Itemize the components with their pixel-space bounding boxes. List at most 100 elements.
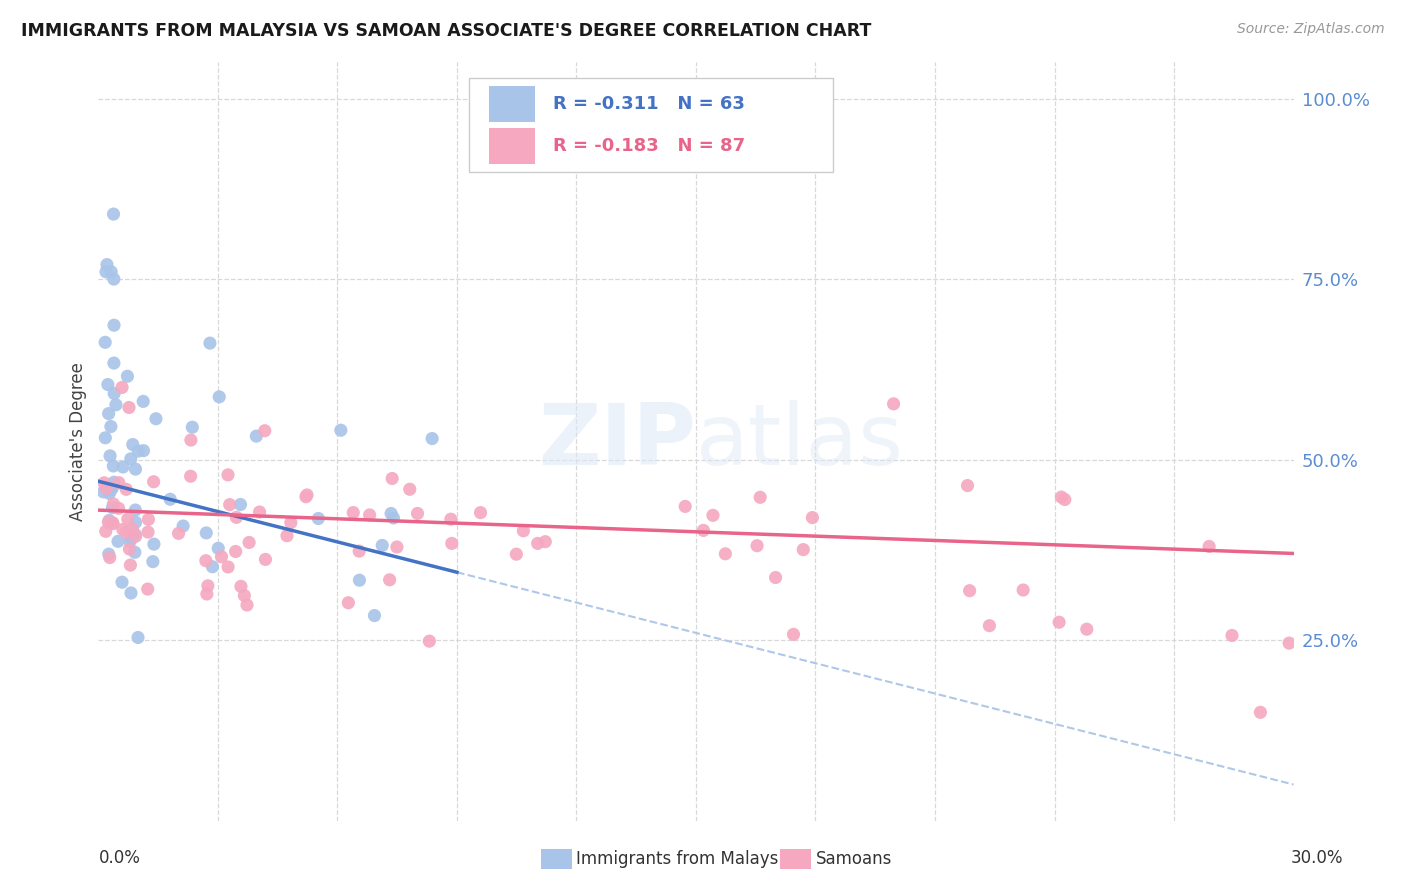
Point — [98, 550, 121, 565]
Point — [120, 586, 142, 600]
Point — [792, 542, 814, 557]
Point — [505, 547, 527, 561]
Point — [94, 431, 117, 445]
Point — [167, 526, 190, 541]
Point — [1220, 628, 1243, 642]
Point — [98, 486, 121, 500]
Point — [103, 386, 125, 401]
Point — [979, 618, 1001, 632]
Point — [180, 433, 202, 447]
Point — [233, 589, 256, 603]
Point — [96, 258, 118, 272]
Point — [254, 552, 277, 566]
Point — [363, 608, 385, 623]
Y-axis label: Associate's Degree: Associate's Degree — [69, 362, 87, 521]
Point — [198, 336, 221, 351]
Point — [276, 529, 298, 543]
Point — [124, 462, 146, 476]
Point — [172, 519, 194, 533]
Text: Source: ZipAtlas.com: Source: ZipAtlas.com — [1237, 22, 1385, 37]
Text: Immigrants from Malaysia: Immigrants from Malaysia — [576, 850, 793, 868]
Text: 30.0%: 30.0% — [1291, 849, 1343, 867]
Point — [956, 478, 979, 492]
Text: Samoans: Samoans — [815, 850, 891, 868]
Point — [959, 583, 981, 598]
Point — [307, 511, 329, 525]
Point — [111, 523, 134, 537]
Point — [101, 481, 124, 495]
Point — [136, 525, 159, 540]
Point — [94, 524, 117, 539]
Point — [406, 507, 429, 521]
Point — [136, 582, 159, 596]
Text: atlas: atlas — [696, 400, 904, 483]
Point — [103, 356, 125, 370]
Point — [194, 554, 217, 568]
Point — [236, 598, 259, 612]
Point — [115, 525, 138, 540]
Point — [118, 401, 141, 415]
Point — [101, 500, 124, 515]
Point — [121, 437, 143, 451]
Point — [103, 458, 125, 473]
Point — [111, 460, 134, 475]
Point — [218, 498, 240, 512]
Point — [385, 540, 408, 554]
Point — [440, 512, 463, 526]
Point — [381, 471, 404, 485]
Text: IMMIGRANTS FROM MALAYSIA VS SAMOAN ASSOCIATE'S DEGREE CORRELATION CHART: IMMIGRANTS FROM MALAYSIA VS SAMOAN ASSOC… — [21, 22, 872, 40]
Point — [181, 420, 204, 434]
Point — [1278, 636, 1301, 650]
Point — [245, 429, 267, 443]
Point — [124, 516, 146, 530]
Point — [765, 570, 787, 584]
Point — [883, 397, 905, 411]
Point — [124, 503, 146, 517]
Point — [124, 545, 146, 559]
Point — [211, 549, 233, 564]
Point — [295, 488, 318, 502]
Point — [1076, 622, 1098, 636]
FancyBboxPatch shape — [470, 78, 834, 172]
Point — [104, 398, 127, 412]
Point — [100, 265, 122, 279]
Point — [295, 490, 318, 504]
Point — [100, 419, 122, 434]
Point — [398, 482, 420, 496]
Point — [121, 522, 143, 536]
Point — [1012, 582, 1035, 597]
Bar — [489, 128, 534, 164]
Point — [142, 555, 165, 569]
Point — [103, 475, 125, 490]
Point — [440, 536, 463, 550]
Point — [225, 510, 247, 524]
Point — [98, 513, 121, 527]
Point — [94, 265, 117, 279]
Point — [195, 587, 218, 601]
Point — [1053, 492, 1076, 507]
Point — [132, 394, 155, 409]
Point — [749, 491, 772, 505]
Point — [229, 498, 252, 512]
Point — [217, 467, 239, 482]
Point — [124, 529, 146, 543]
Point — [159, 492, 181, 507]
Point — [359, 508, 381, 522]
Point — [225, 544, 247, 558]
Point — [97, 547, 120, 561]
Point — [120, 531, 142, 545]
Point — [745, 539, 768, 553]
Point — [801, 510, 824, 524]
Point — [142, 537, 165, 551]
Point — [94, 335, 117, 350]
Point — [342, 506, 364, 520]
Point — [329, 423, 352, 437]
Point — [127, 444, 149, 458]
Point — [118, 534, 141, 549]
Point — [101, 516, 124, 531]
Point — [512, 524, 534, 538]
Point — [1050, 490, 1073, 504]
Point — [124, 527, 146, 541]
Point — [142, 475, 165, 489]
Point — [1249, 706, 1271, 720]
